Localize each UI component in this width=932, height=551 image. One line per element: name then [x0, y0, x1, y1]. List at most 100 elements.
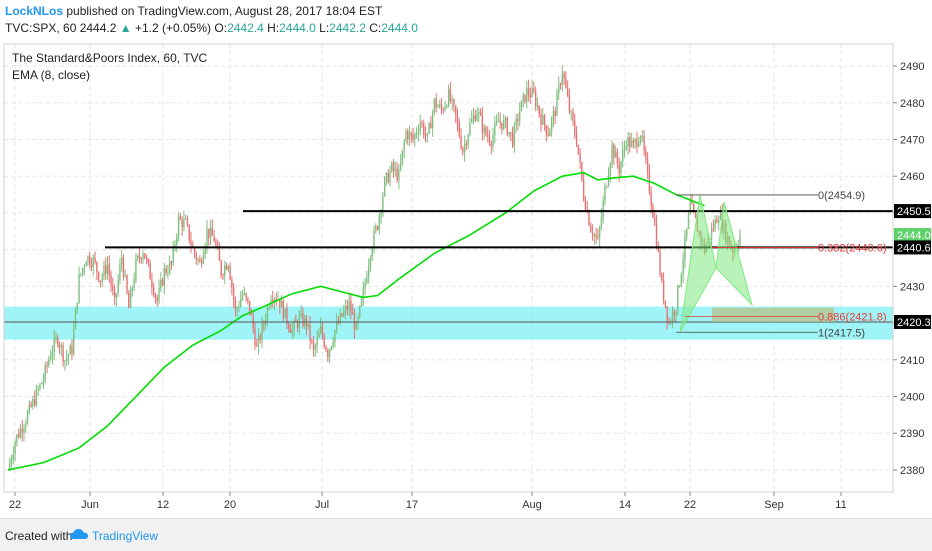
y-tick-label: 2390 [900, 428, 924, 440]
x-tick-label: 11 [835, 499, 846, 511]
candle-body [522, 94, 524, 101]
candle-body [73, 328, 75, 354]
candle-body [529, 94, 532, 98]
candle-body [55, 337, 57, 339]
candle-body [33, 398, 36, 405]
candle-body [112, 285, 114, 291]
candle-body [678, 285, 681, 287]
candle-body [51, 352, 54, 357]
candle-body [611, 144, 613, 164]
candle-body [685, 228, 688, 237]
candle-body [657, 246, 659, 252]
legend-title: The Standard&Poors Index, 60, TVC [12, 51, 208, 65]
price-chart[interactable]: 0(2454.9) 0.382(2440.6) 0.886(2421.8) 1(241… [0, 0, 932, 518]
candle-body [360, 298, 363, 306]
fib-label-0.382: 0.382(2440.6) [818, 242, 887, 254]
price-tag-low: 2420.3 [897, 317, 931, 329]
candle-body [261, 323, 263, 340]
close-label: C: [369, 21, 382, 35]
candle-body [165, 268, 167, 274]
candle-body [383, 178, 386, 196]
legend-indicator[interactable]: EMA (8, close) [12, 68, 91, 82]
candle-body [499, 120, 501, 123]
candle-body [417, 131, 420, 134]
candle-body [407, 131, 409, 140]
candle-body [135, 258, 137, 280]
x-tick-label: Jun [81, 499, 99, 511]
candle-body [163, 268, 166, 286]
candle-body [53, 338, 55, 353]
y-tick-label: 2380 [900, 465, 924, 477]
candle-body [44, 365, 47, 380]
candle-body [209, 227, 212, 239]
candle-body [375, 226, 377, 231]
candle-body [25, 423, 27, 428]
candle-body [600, 217, 603, 228]
candle-body [588, 210, 590, 226]
candle-body [492, 135, 494, 147]
candle-body [103, 265, 105, 277]
candle-body [80, 273, 82, 275]
candle-body [129, 290, 132, 308]
candle-body [526, 87, 528, 103]
candle-body [449, 88, 452, 102]
candle-body [307, 323, 309, 327]
candle-body [41, 383, 43, 385]
candle-body [204, 245, 206, 256]
candle-body [712, 228, 715, 230]
x-tick-label: 14 [619, 499, 631, 511]
candle-body [554, 111, 556, 116]
candle-body [19, 428, 22, 438]
candle-body [289, 328, 292, 333]
candle-body [545, 125, 548, 135]
author-name[interactable]: LockNLos [5, 4, 64, 18]
candle-body [552, 111, 555, 119]
candle-body [26, 412, 29, 424]
candle-body [284, 308, 286, 319]
candle-body [259, 335, 261, 340]
candle-body [37, 389, 39, 391]
candle-body [607, 175, 610, 187]
candle-body [405, 131, 407, 142]
candle-body [232, 287, 235, 300]
y-tick-label: 2470 [900, 134, 924, 146]
price-tag-high: 2450.5 [897, 206, 931, 218]
y-tick-label: 2480 [900, 98, 924, 110]
candle-body [579, 153, 581, 163]
x-tick-label: 20 [224, 499, 236, 511]
candle-body [684, 236, 686, 261]
tradingview-link[interactable]: TradingView [92, 529, 159, 543]
candle-body [151, 279, 153, 288]
candle-body [266, 307, 269, 321]
candle-body [138, 255, 141, 259]
candle-body [517, 118, 519, 122]
candle-body [355, 323, 357, 330]
candle-body [202, 255, 205, 264]
price-tag-low-bg [894, 314, 931, 329]
candle-body [359, 305, 361, 318]
candle-body [145, 258, 148, 260]
candle-body [263, 323, 265, 325]
candle-body [673, 311, 675, 316]
candle-body [256, 345, 258, 347]
candle-body [401, 150, 404, 163]
candle-body [435, 98, 437, 108]
candle-body [243, 293, 246, 295]
fib-label-1: 1(2417.5) [818, 327, 865, 339]
candle-body [122, 257, 125, 277]
candle-body [366, 277, 368, 284]
x-tick-label: 22 [684, 499, 696, 511]
candle-body [502, 119, 505, 130]
price-tag-current-bg [894, 227, 931, 242]
candle-body [161, 279, 164, 286]
candle-body [279, 298, 281, 308]
candle-body [511, 132, 514, 147]
candle-body [534, 91, 537, 107]
candle-body [78, 274, 80, 303]
candle-body [144, 253, 146, 259]
fib-label-0.886: 0.886(2421.8) [818, 311, 887, 323]
candle-body [581, 162, 583, 180]
candle-body [229, 265, 231, 280]
candle-body [106, 264, 109, 274]
candle-body [293, 321, 295, 330]
